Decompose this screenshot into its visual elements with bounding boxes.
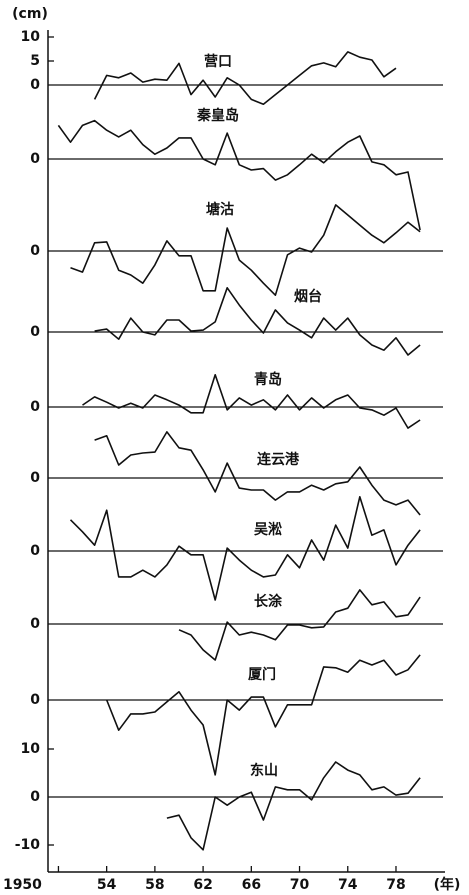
station-name: 营口 [204, 53, 232, 70]
station-name: 厦门 [248, 666, 276, 683]
sea-level-line [166, 761, 421, 851]
station-name: 吴淞 [254, 521, 282, 538]
x-tick-label: 58 [145, 877, 164, 893]
y-tick-label: -10 [15, 837, 41, 853]
sea-level-line [105, 654, 421, 776]
x-tick-label: 78 [386, 877, 405, 893]
x-tick-label: 54 [97, 877, 117, 893]
sea-level-line [94, 431, 421, 516]
station-name: 塘沽 [206, 201, 234, 218]
x-tick-label: 1950 [3, 877, 42, 893]
sea-level-line [93, 51, 397, 105]
y-axis-label: (cm) [12, 6, 48, 22]
y-tick-label: 0 [30, 243, 40, 259]
y-tick-label: 0 [30, 399, 40, 415]
y-tick-label: 0 [30, 324, 40, 340]
sea-level-line [94, 287, 421, 356]
x-tick-label: 70 [290, 877, 310, 893]
station-name: 连云港 [257, 451, 300, 468]
sea-level-line [57, 119, 421, 231]
sea-level-line [178, 589, 421, 661]
station-name: 青岛 [254, 371, 282, 388]
y-tick-label: 0 [30, 616, 40, 632]
y-tick-label: 0 [30, 543, 40, 559]
y-tick-label: 10 [21, 741, 41, 757]
sea-level-line [82, 374, 421, 429]
y-tick-label: 0 [30, 789, 40, 805]
sea-level-line [69, 496, 421, 601]
station-name: 烟台 [294, 288, 322, 305]
x-tick-label: 66 [242, 877, 261, 893]
x-tick-label: 74 [338, 877, 358, 893]
y-tick-label: 0 [30, 692, 40, 708]
station-name: 长涂 [254, 593, 283, 610]
y-tick-label: 0 [30, 470, 40, 486]
sea-level-line [70, 204, 421, 296]
y-tick-label: 0 [30, 77, 40, 93]
x-tick-label: 62 [193, 877, 212, 893]
y-tick-label: 5 [30, 53, 40, 69]
y-tick-label: 10 [21, 29, 41, 45]
station-name: 东山 [250, 762, 278, 779]
station-name: 秦皇岛 [196, 107, 239, 124]
x-axis-label: (年) [434, 876, 461, 893]
y-tick-label: 0 [30, 151, 40, 167]
